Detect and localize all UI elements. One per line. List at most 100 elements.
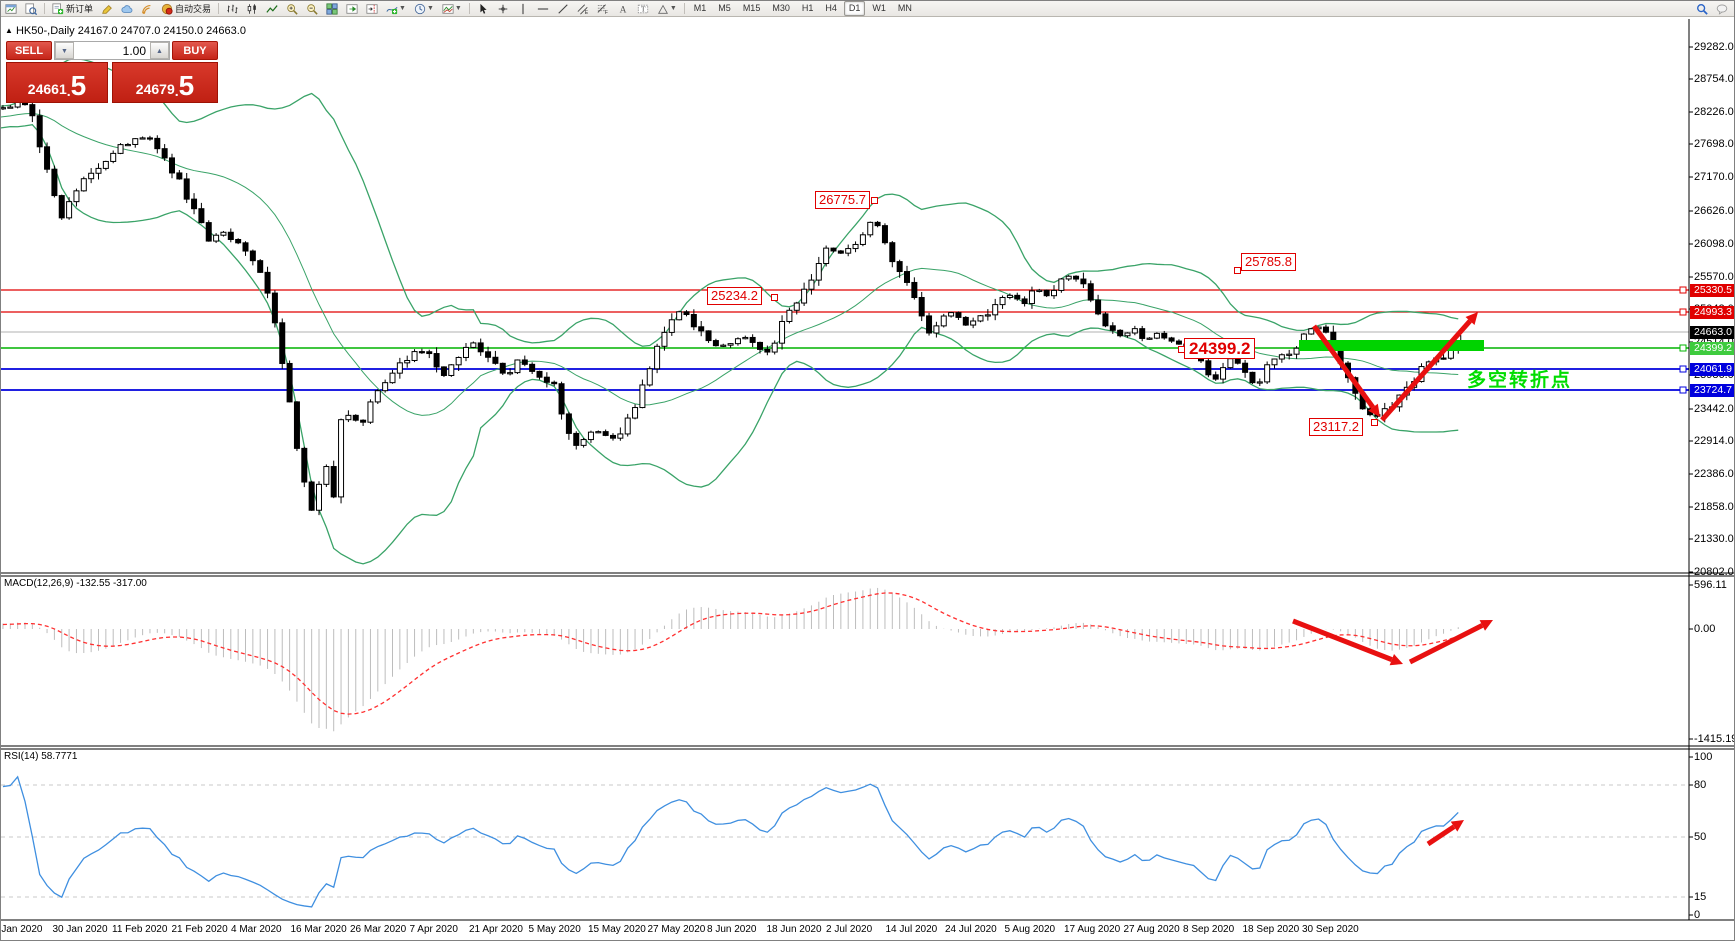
data-window-icon [25, 2, 37, 15]
trend-line-icon [557, 3, 569, 15]
date-tick-label: 30 Jan 2020 [52, 924, 108, 935]
toolbar-separator [218, 3, 220, 14]
fibonacci-button[interactable]: F [594, 1, 612, 16]
timeframe-h4-button[interactable]: H4 [825, 3, 837, 13]
toolbar-icons: 新订单 自动交易 ▼ ▼ ▼ E F A T ▼ [1, 1, 681, 16]
chart-shift-button[interactable] [363, 1, 381, 16]
horizontal-line-button[interactable] [534, 1, 552, 16]
price-tick-label: 20802.0 [1694, 566, 1734, 578]
price-label-24399-2[interactable]: 24399.2 [1184, 338, 1256, 359]
cursor-button[interactable] [474, 1, 492, 16]
support-zone-rectangle[interactable] [1299, 340, 1484, 351]
templates-button[interactable]: ▼ [439, 1, 465, 16]
price-tick-label: 22914.0 [1694, 435, 1734, 447]
signals-button[interactable] [138, 1, 156, 16]
price-label-23117-2[interactable]: 23117.2 [1309, 418, 1364, 436]
chart-area[interactable] [1, 16, 1735, 941]
trend-arrow[interactable] [1380, 312, 1478, 422]
cloud-button[interactable] [118, 1, 136, 16]
buy-button[interactable]: BUY [172, 41, 218, 60]
indicators-button[interactable]: ▼ [383, 1, 409, 16]
bars-chart-icon [226, 3, 238, 15]
tile-windows-icon [326, 2, 338, 15]
autotrading-button[interactable]: 自动交易 [158, 1, 214, 16]
chart-title: ▲ HK50-,Daily 24167.0 24707.0 24150.0 24… [5, 25, 246, 37]
auto-scroll-button[interactable] [343, 1, 361, 16]
search-button[interactable] [1693, 1, 1711, 16]
shapes-button[interactable]: ▼ [654, 1, 680, 16]
indicators-icon [386, 3, 398, 15]
trend-arrow[interactable] [1408, 620, 1493, 665]
price-tick-label: 22386.0 [1694, 468, 1734, 480]
line-chart-icon [266, 3, 278, 15]
price-tick-label: 28754.0 [1694, 73, 1734, 85]
crosshair-icon [497, 3, 509, 15]
metaeditor-icon [101, 3, 113, 15]
trend-line-button[interactable] [554, 1, 572, 16]
date-tick-label: 21 Apr 2020 [469, 924, 523, 935]
crosshair-button[interactable] [494, 1, 512, 16]
chart-window-icon [5, 3, 17, 15]
timeframe-m1-button[interactable]: M1 [693, 3, 707, 13]
rsi-tick-label: 80 [1694, 779, 1707, 791]
date-tick-label: 15 May 2020 [588, 924, 646, 935]
chart-window-button[interactable] [2, 1, 20, 16]
price-tick-label: 23442.0 [1694, 403, 1734, 415]
buy-price-display[interactable]: 24679. 5 [112, 62, 218, 103]
rsi-tick-label: 50 [1694, 831, 1707, 843]
timeframe-d1-button[interactable]: D1 [843, 1, 866, 16]
candles-chart-button[interactable] [243, 1, 261, 16]
tile-windows-button[interactable] [323, 1, 341, 16]
price-label-anchor [1234, 267, 1241, 274]
sell-button[interactable]: SELL [6, 41, 52, 60]
price-label-25234-2[interactable]: 25234.2 [707, 287, 762, 305]
text-button[interactable]: A [614, 1, 632, 16]
date-tick-label: 18 Jun 2020 [766, 924, 822, 935]
zoom-out-button[interactable] [303, 1, 321, 16]
volume-decrease-button[interactable]: ▼ [55, 42, 74, 59]
timeframe-m30-button[interactable]: M30 [772, 3, 790, 13]
trend-arrow[interactable] [1311, 324, 1380, 417]
timeframe-mn-button[interactable]: MN [897, 3, 912, 13]
rsi-tick-label: 15 [1694, 891, 1707, 903]
new-order-button[interactable]: 新订单 [49, 1, 96, 16]
timeframe-h1-button[interactable]: H1 [801, 3, 814, 13]
vertical-line-button[interactable] [514, 1, 532, 16]
trend-arrow[interactable] [1292, 618, 1403, 666]
sell-price-display[interactable]: 24661. 5 [6, 62, 108, 103]
line-chart-button[interactable] [263, 1, 281, 16]
price-label-25785-8[interactable]: 25785.8 [1241, 253, 1296, 271]
text-label-icon: T [637, 3, 649, 15]
templates-dropdown-icon[interactable]: ▼ [454, 5, 462, 12]
chat-button[interactable] [1713, 1, 1731, 16]
equidistant-channel-button[interactable]: E [574, 1, 592, 16]
metaeditor-button[interactable] [98, 1, 116, 16]
volume-increase-button[interactable]: ▲ [150, 42, 169, 59]
periods-button[interactable]: ▼ [411, 1, 437, 16]
data-window-button[interactable] [22, 1, 40, 16]
shapes-dropdown-icon[interactable]: ▼ [669, 5, 677, 12]
timeframe-w1-button[interactable]: W1 [872, 3, 886, 13]
date-tick-label: 4 Mar 2020 [231, 924, 282, 935]
text-label-button[interactable]: T [634, 1, 652, 16]
buy-price-main: 24679 [135, 81, 175, 97]
macd-tick-label: 0.00 [1694, 623, 1716, 635]
periods-dropdown-icon[interactable]: ▼ [426, 5, 434, 12]
trend-arrow[interactable] [1426, 820, 1464, 847]
timeframe-m15-button[interactable]: M15 [742, 3, 761, 13]
indicators-dropdown-icon[interactable]: ▼ [399, 5, 406, 12]
date-tick-label: 16 Mar 2020 [290, 924, 347, 935]
volume-spinner: ▼ ▲ [54, 41, 170, 60]
bars-chart-button[interactable] [223, 1, 241, 16]
price-label-26775-7[interactable]: 26775.7 [815, 191, 870, 209]
volume-input[interactable] [74, 42, 150, 59]
zoom-in-icon [286, 3, 298, 15]
toolbar-right-icons [1692, 1, 1732, 16]
price-label-anchor [1178, 346, 1185, 353]
equidistant-channel-icon: E [577, 3, 589, 15]
zoom-in-button[interactable] [283, 1, 301, 16]
timeframe-m5-button[interactable]: M5 [718, 3, 731, 13]
buy-price-frac: 5 [178, 70, 195, 101]
svg-text:A: A [619, 5, 626, 15]
annotation-text[interactable]: 多空转折点 [1467, 370, 1573, 391]
